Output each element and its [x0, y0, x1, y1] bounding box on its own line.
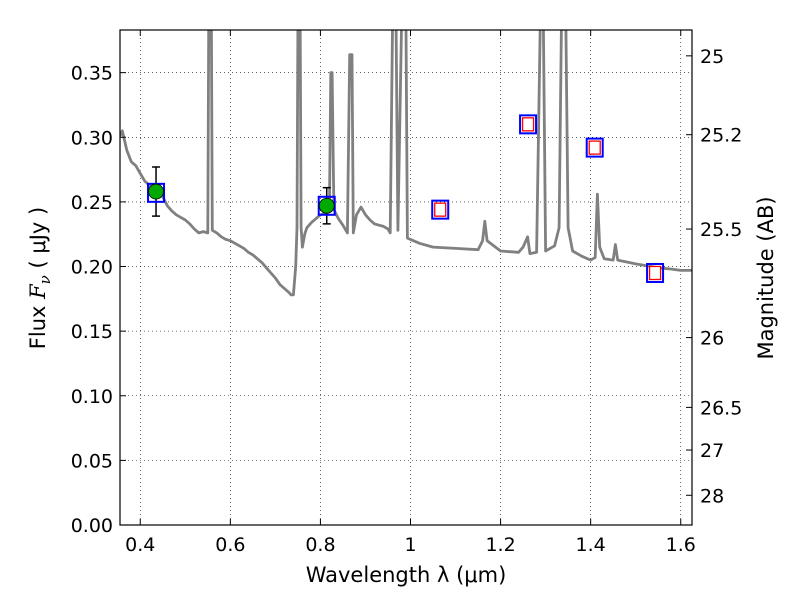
x-tick-label: 0.4: [125, 534, 155, 556]
spectrum-layer: [120, 30, 692, 297]
y2-tick-label: 28: [700, 485, 724, 507]
y2-tick-label: 26: [700, 328, 724, 350]
y-axis-title-symbol: F: [26, 283, 50, 300]
y2-tick-label: 26.5: [700, 397, 742, 419]
model-flux-marker: [646, 262, 665, 283]
spectrum-line: [120, 30, 692, 297]
y-tick-label: 0.00: [71, 515, 113, 537]
y-tick-label: 0.20: [71, 257, 113, 279]
x-tick-label: 0.8: [305, 534, 335, 556]
model-flux-marker: [519, 114, 538, 135]
predicted-flux-marker: [588, 140, 601, 155]
observed-flux-point: [318, 197, 335, 214]
observed-flux-point: [148, 183, 164, 200]
y2-tick-label: 25: [700, 46, 724, 68]
y-tick-label: 0.30: [71, 127, 113, 149]
y2-axis-title: Magnitude (AB): [754, 196, 778, 359]
y-tick-label: 0.05: [71, 450, 113, 472]
y2-tick-label: 25.5: [700, 219, 742, 241]
y-axis-title-prefix: Flux: [26, 299, 50, 349]
plot-frame: [119, 29, 693, 526]
y2-tick-label: 27: [700, 440, 724, 462]
predicted-flux-marker: [648, 265, 662, 281]
tick-layer: 0.4 0.6 0.8 1 1.2 1.4 1.6 0.00 0.05 0.10 0.15 0.20 0…: [71, 30, 742, 556]
y-axis-title: Flux Fν ( μJy ): [26, 207, 54, 349]
predicted-flux-marker: [521, 117, 535, 132]
marker-layer: [147, 114, 665, 283]
x-axis-title: Wavelength λ (μm): [306, 563, 507, 587]
y-tick-label: 0.35: [71, 63, 113, 85]
x-tick-label: 0.6: [215, 534, 245, 556]
x-tick-label: 1: [404, 534, 416, 556]
model-flux-marker: [317, 195, 336, 216]
y-tick-label: 0.25: [71, 192, 113, 214]
predicted-flux-marker: [434, 202, 447, 217]
y-axis-title-subscript: ν: [36, 275, 54, 284]
model-flux-marker: [431, 199, 450, 220]
x-tick-label: 1.2: [485, 534, 515, 556]
x-tick-label: 1.6: [666, 534, 696, 556]
y-axis-title-suffix: ( μJy ): [26, 207, 50, 275]
model-flux-marker: [585, 137, 604, 158]
y-tick-label: 0.10: [71, 386, 113, 408]
y2-tick-label: 25.2: [700, 125, 742, 147]
x-tick-label: 1.4: [576, 534, 606, 556]
y-tick-label: 0.15: [71, 321, 113, 343]
